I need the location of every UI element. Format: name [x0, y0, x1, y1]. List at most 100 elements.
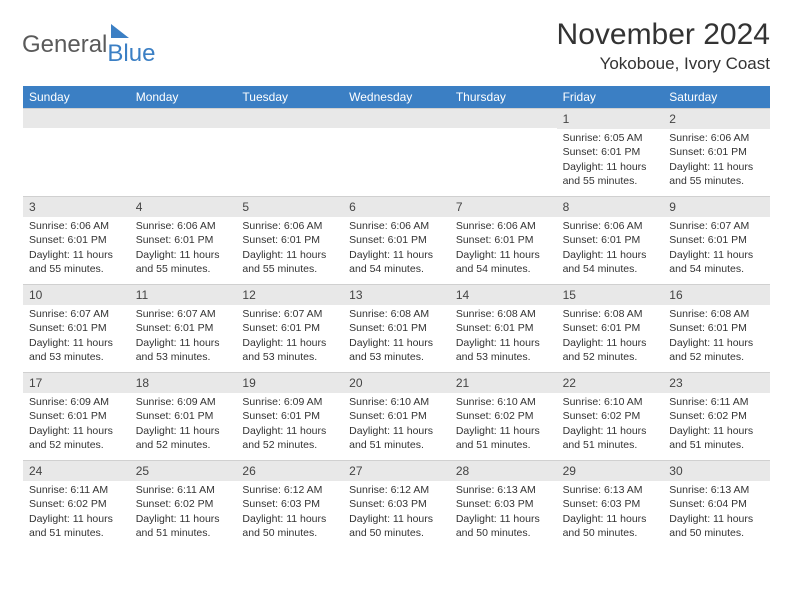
- cell-body: Sunrise: 6:11 AMSunset: 6:02 PMDaylight:…: [663, 393, 770, 456]
- logo-text-gray: General: [22, 33, 107, 57]
- sunset-text: Sunset: 6:01 PM: [349, 409, 444, 423]
- day-number: 4: [130, 196, 237, 217]
- day-header: Wednesday: [343, 86, 450, 108]
- location: Yokoboue, Ivory Coast: [557, 54, 770, 74]
- day-number: 2: [663, 108, 770, 129]
- sunset-text: Sunset: 6:02 PM: [669, 409, 764, 423]
- sunrise-text: Sunrise: 6:10 AM: [563, 395, 658, 409]
- daylight-text: Daylight: 11 hours and 52 minutes.: [29, 424, 124, 452]
- day-number: 15: [557, 284, 664, 305]
- cell-body: Sunrise: 6:10 AMSunset: 6:01 PMDaylight:…: [343, 393, 450, 456]
- sunrise-text: Sunrise: 6:07 AM: [242, 307, 337, 321]
- sunset-text: Sunset: 6:01 PM: [563, 233, 658, 247]
- sunset-text: Sunset: 6:01 PM: [349, 233, 444, 247]
- cell-body: Sunrise: 6:11 AMSunset: 6:02 PMDaylight:…: [130, 481, 237, 544]
- day-number: 19: [236, 372, 343, 393]
- daylight-text: Daylight: 11 hours and 53 minutes.: [29, 336, 124, 364]
- month-title: November 2024: [557, 18, 770, 52]
- daylight-text: Daylight: 11 hours and 51 minutes.: [669, 424, 764, 452]
- sunset-text: Sunset: 6:01 PM: [29, 233, 124, 247]
- cell-body: Sunrise: 6:13 AMSunset: 6:04 PMDaylight:…: [663, 481, 770, 544]
- day-number: 3: [23, 196, 130, 217]
- daylight-text: Daylight: 11 hours and 51 minutes.: [29, 512, 124, 540]
- sunset-text: Sunset: 6:03 PM: [349, 497, 444, 511]
- day-number: 1: [557, 108, 664, 129]
- day-number: 7: [450, 196, 557, 217]
- sunset-text: Sunset: 6:01 PM: [456, 321, 551, 335]
- sunrise-text: Sunrise: 6:07 AM: [669, 219, 764, 233]
- cell-body: Sunrise: 6:12 AMSunset: 6:03 PMDaylight:…: [343, 481, 450, 544]
- daylight-text: Daylight: 11 hours and 55 minutes.: [29, 248, 124, 276]
- sunrise-text: Sunrise: 6:11 AM: [669, 395, 764, 409]
- daylight-text: Daylight: 11 hours and 54 minutes.: [456, 248, 551, 276]
- sunset-text: Sunset: 6:04 PM: [669, 497, 764, 511]
- sunset-text: Sunset: 6:01 PM: [669, 233, 764, 247]
- calendar-cell: 3Sunrise: 6:06 AMSunset: 6:01 PMDaylight…: [23, 196, 130, 284]
- sunrise-text: Sunrise: 6:06 AM: [456, 219, 551, 233]
- sunrise-text: Sunrise: 6:07 AM: [136, 307, 231, 321]
- sunset-text: Sunset: 6:02 PM: [136, 497, 231, 511]
- sunset-text: Sunset: 6:01 PM: [669, 321, 764, 335]
- sunrise-text: Sunrise: 6:06 AM: [136, 219, 231, 233]
- day-header: Thursday: [450, 86, 557, 108]
- cell-body: Sunrise: 6:06 AMSunset: 6:01 PMDaylight:…: [663, 129, 770, 192]
- calendar-cell-blank: [236, 108, 343, 196]
- cell-body: Sunrise: 6:09 AMSunset: 6:01 PMDaylight:…: [130, 393, 237, 456]
- calendar-cell: 30Sunrise: 6:13 AMSunset: 6:04 PMDayligh…: [663, 460, 770, 548]
- cell-body: Sunrise: 6:11 AMSunset: 6:02 PMDaylight:…: [23, 481, 130, 544]
- daylight-text: Daylight: 11 hours and 52 minutes.: [563, 336, 658, 364]
- daylight-text: Daylight: 11 hours and 53 minutes.: [136, 336, 231, 364]
- daylight-text: Daylight: 11 hours and 52 minutes.: [136, 424, 231, 452]
- day-number: 26: [236, 460, 343, 481]
- calendar-cell: 6Sunrise: 6:06 AMSunset: 6:01 PMDaylight…: [343, 196, 450, 284]
- calendar-cell: 29Sunrise: 6:13 AMSunset: 6:03 PMDayligh…: [557, 460, 664, 548]
- daylight-text: Daylight: 11 hours and 52 minutes.: [242, 424, 337, 452]
- cell-body: Sunrise: 6:07 AMSunset: 6:01 PMDaylight:…: [663, 217, 770, 280]
- cell-body: Sunrise: 6:06 AMSunset: 6:01 PMDaylight:…: [236, 217, 343, 280]
- cell-body: Sunrise: 6:08 AMSunset: 6:01 PMDaylight:…: [450, 305, 557, 368]
- daylight-text: Daylight: 11 hours and 53 minutes.: [242, 336, 337, 364]
- day-number: 22: [557, 372, 664, 393]
- cell-body: Sunrise: 6:13 AMSunset: 6:03 PMDaylight:…: [450, 481, 557, 544]
- day-number: 29: [557, 460, 664, 481]
- day-header: Monday: [130, 86, 237, 108]
- day-number: 21: [450, 372, 557, 393]
- sunset-text: Sunset: 6:01 PM: [563, 321, 658, 335]
- calendar-cell: 9Sunrise: 6:07 AMSunset: 6:01 PMDaylight…: [663, 196, 770, 284]
- day-number: 13: [343, 284, 450, 305]
- day-number: 27: [343, 460, 450, 481]
- day-number: [23, 108, 130, 128]
- calendar-cell: 28Sunrise: 6:13 AMSunset: 6:03 PMDayligh…: [450, 460, 557, 548]
- day-number: 16: [663, 284, 770, 305]
- daylight-text: Daylight: 11 hours and 50 minutes.: [349, 512, 444, 540]
- sunset-text: Sunset: 6:01 PM: [349, 321, 444, 335]
- calendar-cell: 4Sunrise: 6:06 AMSunset: 6:01 PMDaylight…: [130, 196, 237, 284]
- calendar-cell: 12Sunrise: 6:07 AMSunset: 6:01 PMDayligh…: [236, 284, 343, 372]
- sunrise-text: Sunrise: 6:08 AM: [349, 307, 444, 321]
- sunrise-text: Sunrise: 6:09 AM: [242, 395, 337, 409]
- day-number: 24: [23, 460, 130, 481]
- cell-body: Sunrise: 6:09 AMSunset: 6:01 PMDaylight:…: [236, 393, 343, 456]
- cell-body: Sunrise: 6:06 AMSunset: 6:01 PMDaylight:…: [557, 217, 664, 280]
- daylight-text: Daylight: 11 hours and 50 minutes.: [242, 512, 337, 540]
- sunrise-text: Sunrise: 6:12 AM: [349, 483, 444, 497]
- calendar-cell: 25Sunrise: 6:11 AMSunset: 6:02 PMDayligh…: [130, 460, 237, 548]
- cell-body: Sunrise: 6:06 AMSunset: 6:01 PMDaylight:…: [130, 217, 237, 280]
- calendar-cell: 10Sunrise: 6:07 AMSunset: 6:01 PMDayligh…: [23, 284, 130, 372]
- cell-body: Sunrise: 6:07 AMSunset: 6:01 PMDaylight:…: [23, 305, 130, 368]
- day-header: Friday: [557, 86, 664, 108]
- sunset-text: Sunset: 6:01 PM: [242, 321, 337, 335]
- daylight-text: Daylight: 11 hours and 51 minutes.: [563, 424, 658, 452]
- day-number: 30: [663, 460, 770, 481]
- day-number: 28: [450, 460, 557, 481]
- sunset-text: Sunset: 6:03 PM: [456, 497, 551, 511]
- day-number: 9: [663, 196, 770, 217]
- day-number: 6: [343, 196, 450, 217]
- sunset-text: Sunset: 6:02 PM: [29, 497, 124, 511]
- calendar-cell: 1Sunrise: 6:05 AMSunset: 6:01 PMDaylight…: [557, 108, 664, 196]
- day-number: 23: [663, 372, 770, 393]
- day-header: Saturday: [663, 86, 770, 108]
- calendar-cell: 8Sunrise: 6:06 AMSunset: 6:01 PMDaylight…: [557, 196, 664, 284]
- day-number: [236, 108, 343, 128]
- daylight-text: Daylight: 11 hours and 50 minutes.: [563, 512, 658, 540]
